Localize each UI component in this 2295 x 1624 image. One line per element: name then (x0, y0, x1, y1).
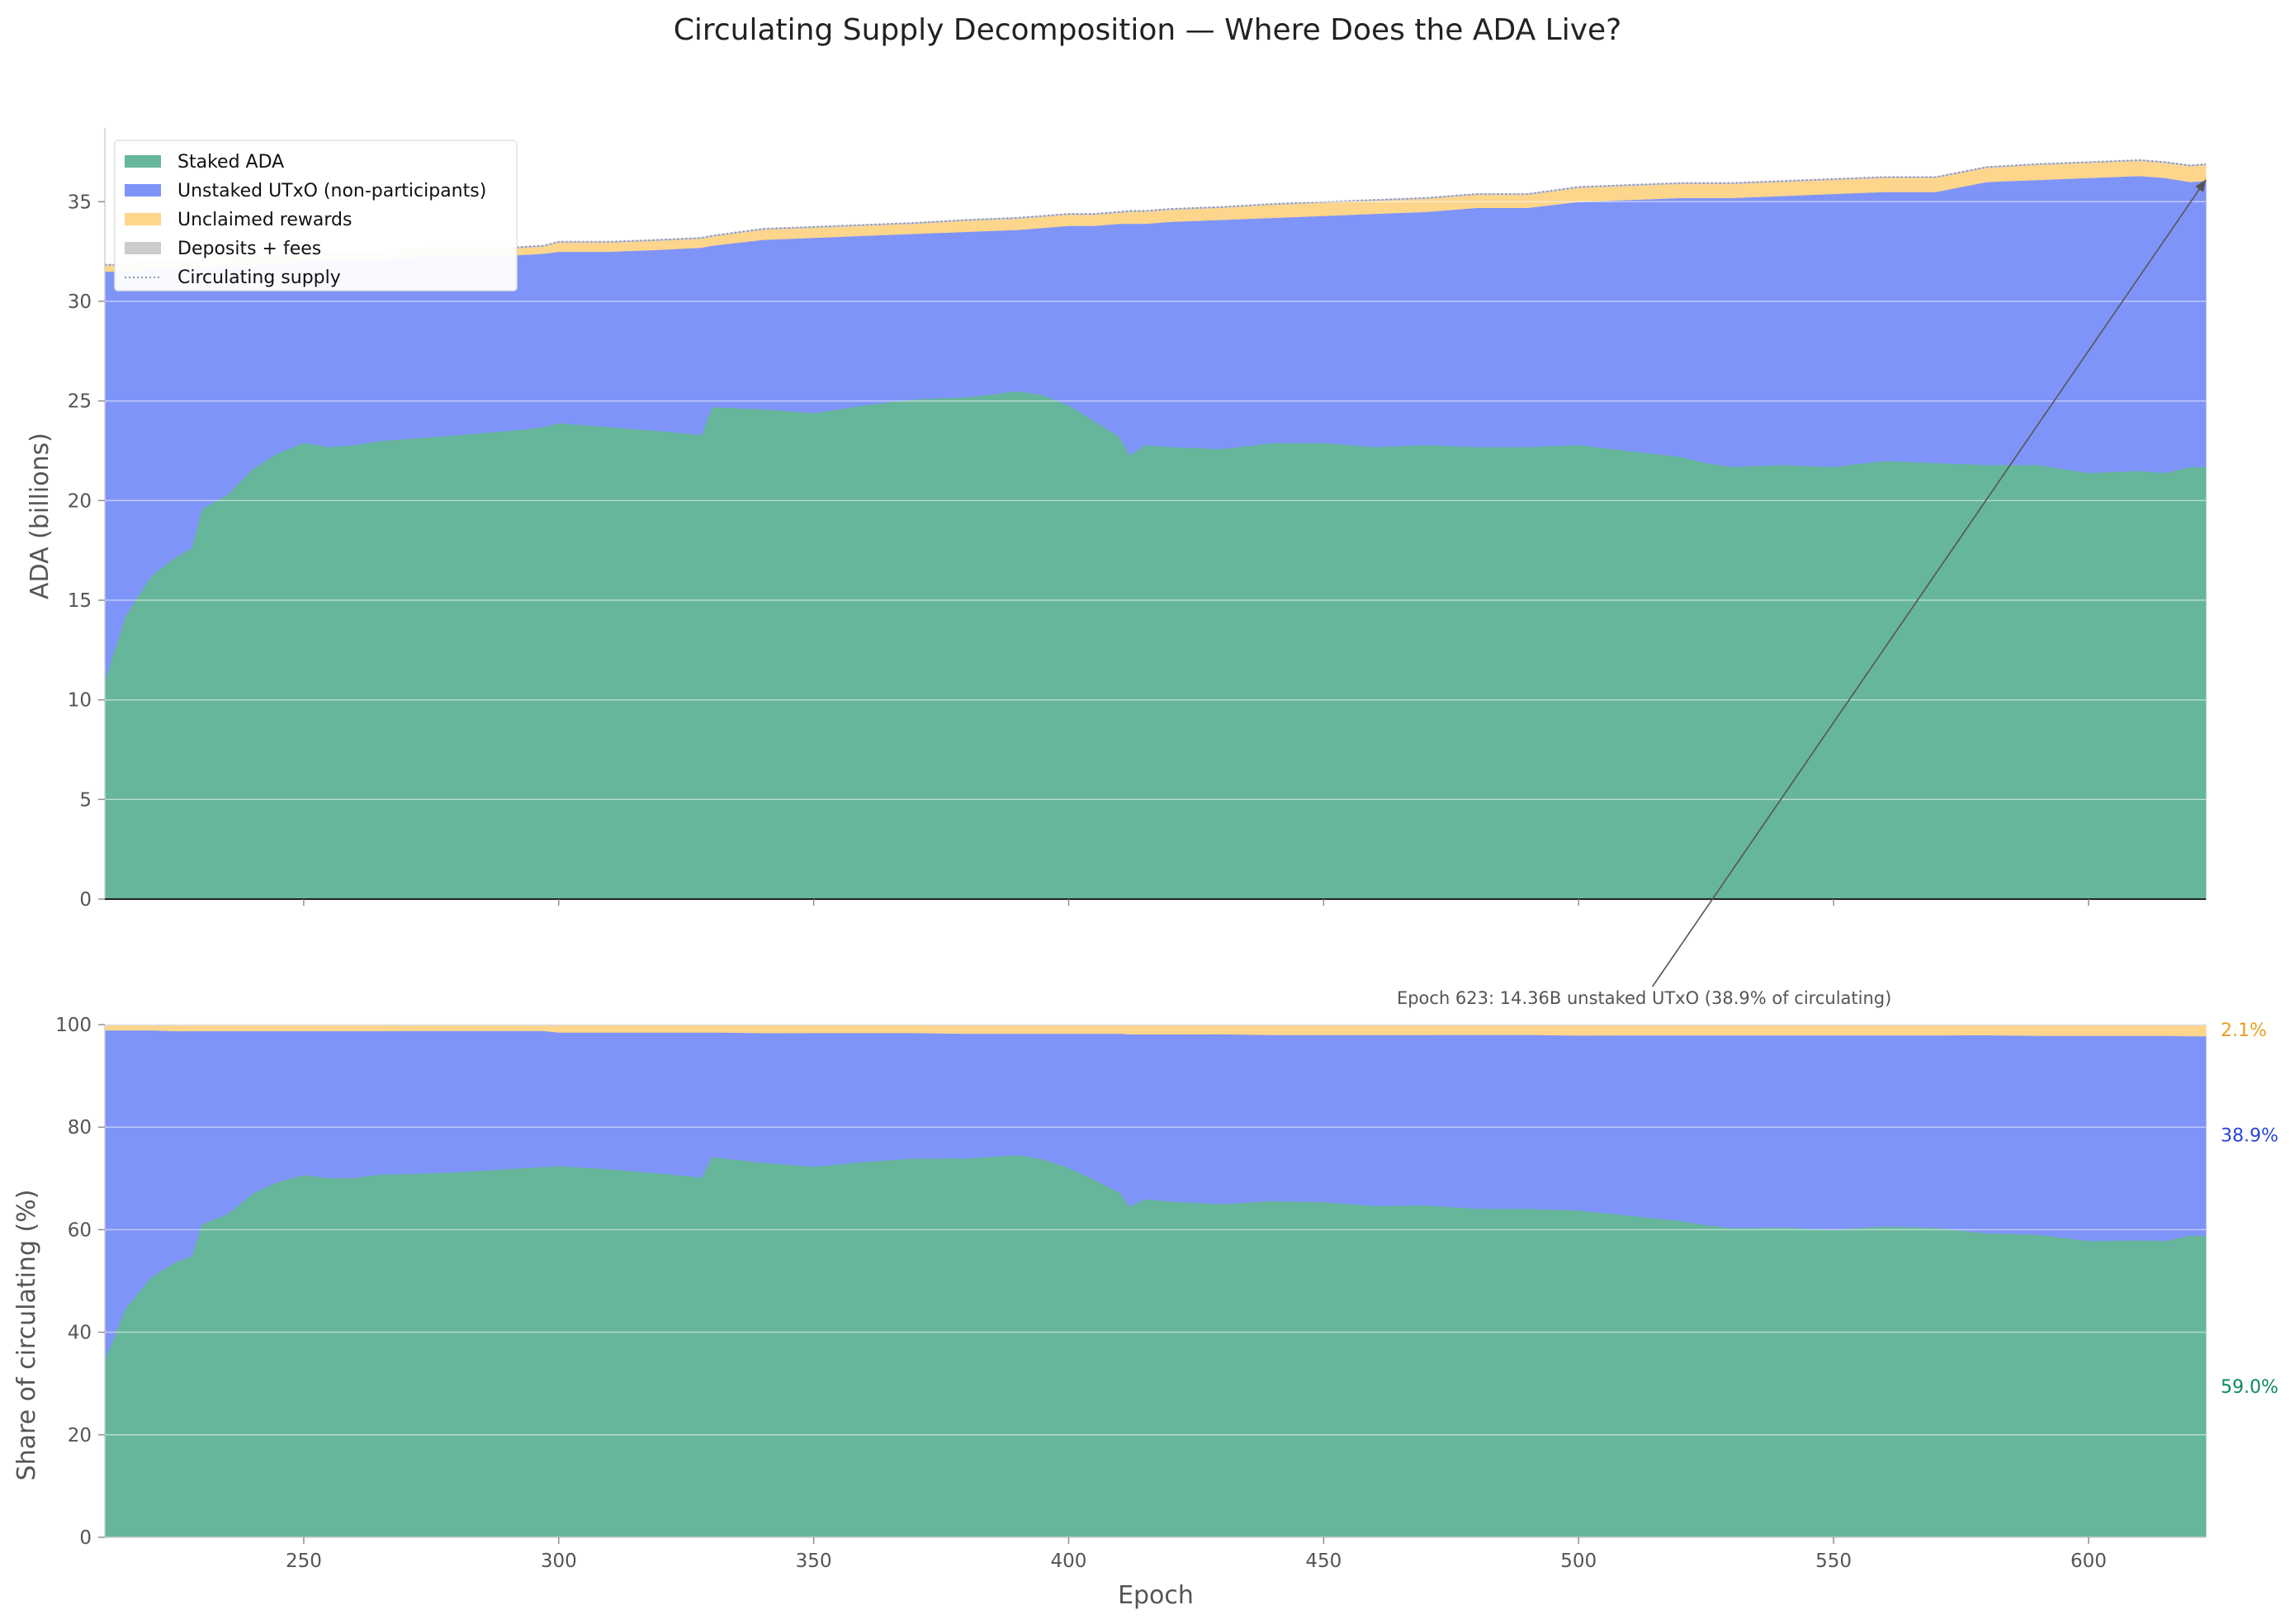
end-label: 59.0% (2221, 1377, 2278, 1398)
legend-swatch-rewards (125, 213, 161, 225)
legend-box (114, 140, 518, 291)
bottom-ytick-label: 80 (68, 1117, 92, 1139)
top-ytick-label: 15 (68, 590, 92, 612)
bottom-ytick-label: 40 (68, 1323, 92, 1344)
legend: Staked ADA Unstaked UTxO (non-participant… (114, 140, 518, 291)
top-ytick-label: 5 (79, 789, 92, 811)
top-ytick-label: 10 (68, 690, 92, 712)
bottom-panel: 0 20 40 60 80 100 250 300 350 400 450 500 550 600 Sha… (12, 1015, 2278, 1610)
bottom-areas (104, 1024, 2207, 1538)
legend-swatch-staked (125, 155, 161, 168)
bottom-xtick-label: 550 (1815, 1551, 1852, 1572)
legend-label: Staked ADA (177, 152, 284, 173)
annotation-text: Epoch 623: 14.36B unstaked UTxO (38.9% o… (1397, 988, 1891, 1008)
bottom-xtick-label: 600 (2070, 1551, 2107, 1572)
top-ylabel: ADA (billions) (26, 433, 54, 599)
top-ytick-label: 20 (68, 490, 92, 512)
top-ytick-label: 25 (68, 391, 92, 413)
bottom-xtick-label: 350 (796, 1551, 832, 1572)
bottom-xlabel: Epoch (1118, 1581, 1194, 1610)
legend-label: Unstaked UTxO (non-participants) (177, 181, 486, 201)
bottom-xtick-label: 300 (541, 1551, 577, 1572)
end-label: 2.1% (2221, 1020, 2267, 1041)
end-labels: 2.1% 38.9% 59.0% (2221, 1020, 2278, 1398)
annotation-arrowhead (2195, 179, 2206, 192)
legend-label: Circulating supply (177, 268, 341, 288)
annotation: Epoch 623: 14.36B unstaked UTxO (38.9% o… (1397, 179, 2207, 1008)
legend-label: Deposits + fees (177, 239, 321, 259)
end-label: 38.9% (2221, 1126, 2278, 1147)
chart-title: Circulating Supply Decomposition — Where… (674, 13, 1622, 47)
bottom-xtick-label: 250 (286, 1551, 322, 1572)
legend-label: Unclaimed rewards (177, 210, 352, 230)
bottom-ytick-label: 0 (79, 1527, 92, 1549)
bottom-axes: 0 20 40 60 80 100 250 300 350 400 450 500 550 600 (55, 1015, 2206, 1572)
top-ytick-label: 35 (68, 192, 92, 213)
bottom-ytick-label: 20 (68, 1425, 92, 1446)
area-staked (104, 391, 2207, 900)
bottom-xtick-label: 500 (1560, 1551, 1597, 1572)
bottom-ylabel: Share of circulating (%) (12, 1190, 41, 1481)
top-ytick-label: 0 (79, 889, 92, 911)
bottom-xtick-label: 450 (1305, 1551, 1342, 1572)
legend-swatch-deposits (125, 242, 161, 254)
top-axes: 0 5 10 15 20 25 30 35 (68, 128, 2206, 911)
top-panel: 0 5 10 15 20 25 30 35 ADA (billions) Staked ADA… (26, 128, 2207, 911)
bottom-xtick-label: 400 (1051, 1551, 1087, 1572)
annotation-arrow (1651, 179, 2207, 987)
bottom-ytick-label: 100 (55, 1015, 92, 1036)
legend-swatch-unstaked (125, 184, 161, 196)
bottom-ytick-label: 60 (68, 1219, 92, 1241)
top-ytick-label: 30 (68, 291, 92, 313)
